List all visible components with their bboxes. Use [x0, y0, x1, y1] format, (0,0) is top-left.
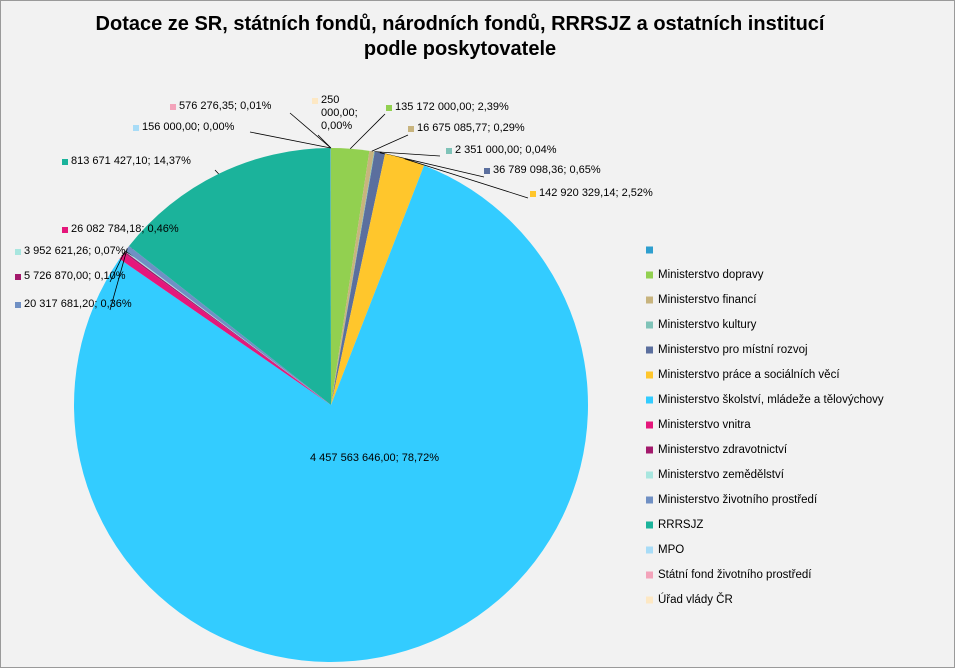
- legend-label: Ministerstvo zemědělství: [658, 469, 785, 481]
- data-label: 20 317 681,20; 0,36%: [24, 298, 132, 310]
- leader-line: [404, 158, 529, 199]
- legend-swatch: [646, 571, 653, 579]
- legend-label: MPO: [658, 544, 684, 556]
- legend-label: RRRSJZ: [658, 519, 703, 531]
- pie-slice: [331, 153, 425, 405]
- legend-label: Ministerstvo zdravotnictví: [658, 444, 788, 456]
- leader-line: [374, 151, 441, 157]
- legend-swatch: [646, 546, 653, 554]
- leader-line: [317, 134, 332, 149]
- leader-line: [109, 248, 128, 311]
- legend-label: Ministerstvo životního prostředí: [658, 494, 818, 506]
- legend-label: Ministerstvo práce a sociálních věcí: [658, 369, 840, 381]
- data-label: 36 789 098,36; 0,65%: [493, 164, 601, 176]
- legend-swatch: [646, 321, 653, 329]
- legend-label: Státní fond životního prostředí: [658, 569, 812, 581]
- label-key: [15, 274, 21, 280]
- label-key: [312, 98, 318, 104]
- pie-slice: [125, 246, 331, 405]
- leader-line: [214, 169, 219, 175]
- chart-title: Dotace ze SR, státních fondů, národních …: [95, 13, 825, 60]
- legend-swatch: [646, 296, 653, 304]
- data-label: 576 276,35; 0,01%: [179, 100, 272, 112]
- data-label: 135 172 000,00; 2,39%: [395, 101, 509, 113]
- label-key: [484, 168, 490, 174]
- label-key: [15, 249, 21, 255]
- data-label: 16 675 085,77; 0,29%: [417, 122, 525, 134]
- label-key: [15, 302, 21, 308]
- legend-swatch: [646, 421, 653, 429]
- data-label: 813 671 427,10; 14,37%: [71, 155, 191, 167]
- legend-swatch: [646, 246, 653, 254]
- legend-swatch: [646, 396, 653, 404]
- leader-line: [289, 112, 332, 149]
- label-key: [133, 125, 139, 131]
- data-label: 250 000,00; 0,00%: [321, 94, 358, 132]
- legend-swatch: [646, 446, 653, 454]
- label-key: [386, 105, 392, 111]
- label-key: [446, 148, 452, 154]
- data-label: 26 082 784,18; 0,46%: [71, 223, 179, 235]
- label-key: [530, 191, 536, 197]
- leader-line: [249, 131, 331, 149]
- legend-label: Ministerstvo financí: [658, 294, 757, 306]
- label-key: [408, 126, 414, 132]
- pie-slice: [331, 148, 370, 405]
- legend-label: Ministerstvo školství, mládeže a tělovýc…: [658, 394, 884, 406]
- data-label: 156 000,00; 0,00%: [142, 121, 235, 133]
- leader-line: [109, 252, 125, 283]
- pie-slice: [123, 251, 331, 405]
- legend-label: Úřad vlády ČR: [658, 593, 733, 606]
- legend-swatch: [646, 471, 653, 479]
- pie-slice: [73, 165, 588, 663]
- label-key: [62, 159, 68, 165]
- pie-slice: [129, 148, 331, 405]
- pie-slice: [331, 150, 375, 405]
- legend-swatch: [646, 521, 653, 529]
- leader-line: [349, 113, 386, 150]
- legend-label: Ministerstvo pro místní rozvoj: [658, 344, 808, 356]
- data-label: 5 726 870,00; 0,10%: [24, 270, 126, 282]
- data-label: 4 457 563 646,00; 78,72%: [310, 452, 440, 464]
- data-label: 142 920 329,14; 2,52%: [539, 187, 653, 199]
- pie-slice: [331, 151, 375, 405]
- legend-swatch: [646, 496, 653, 504]
- pie-slice: [119, 252, 331, 405]
- pie-slice: [331, 151, 386, 405]
- data-label: 2 351 000,00; 0,04%: [455, 144, 557, 156]
- legend-label: Ministerstvo kultury: [658, 319, 757, 331]
- legend-swatch: [646, 371, 653, 379]
- data-label: 3 952 621,26; 0,07%: [24, 245, 126, 257]
- legend-label: Ministerstvo vnitra: [658, 419, 751, 431]
- legend-swatch: [646, 271, 653, 279]
- legend-swatch: [646, 596, 653, 604]
- label-key: [170, 104, 176, 110]
- leader-line: [371, 134, 409, 152]
- label-key: [62, 227, 68, 233]
- legend-label: Ministerstvo dopravy: [658, 269, 764, 281]
- legend-swatch: [646, 346, 653, 354]
- pie-slice: [124, 250, 331, 405]
